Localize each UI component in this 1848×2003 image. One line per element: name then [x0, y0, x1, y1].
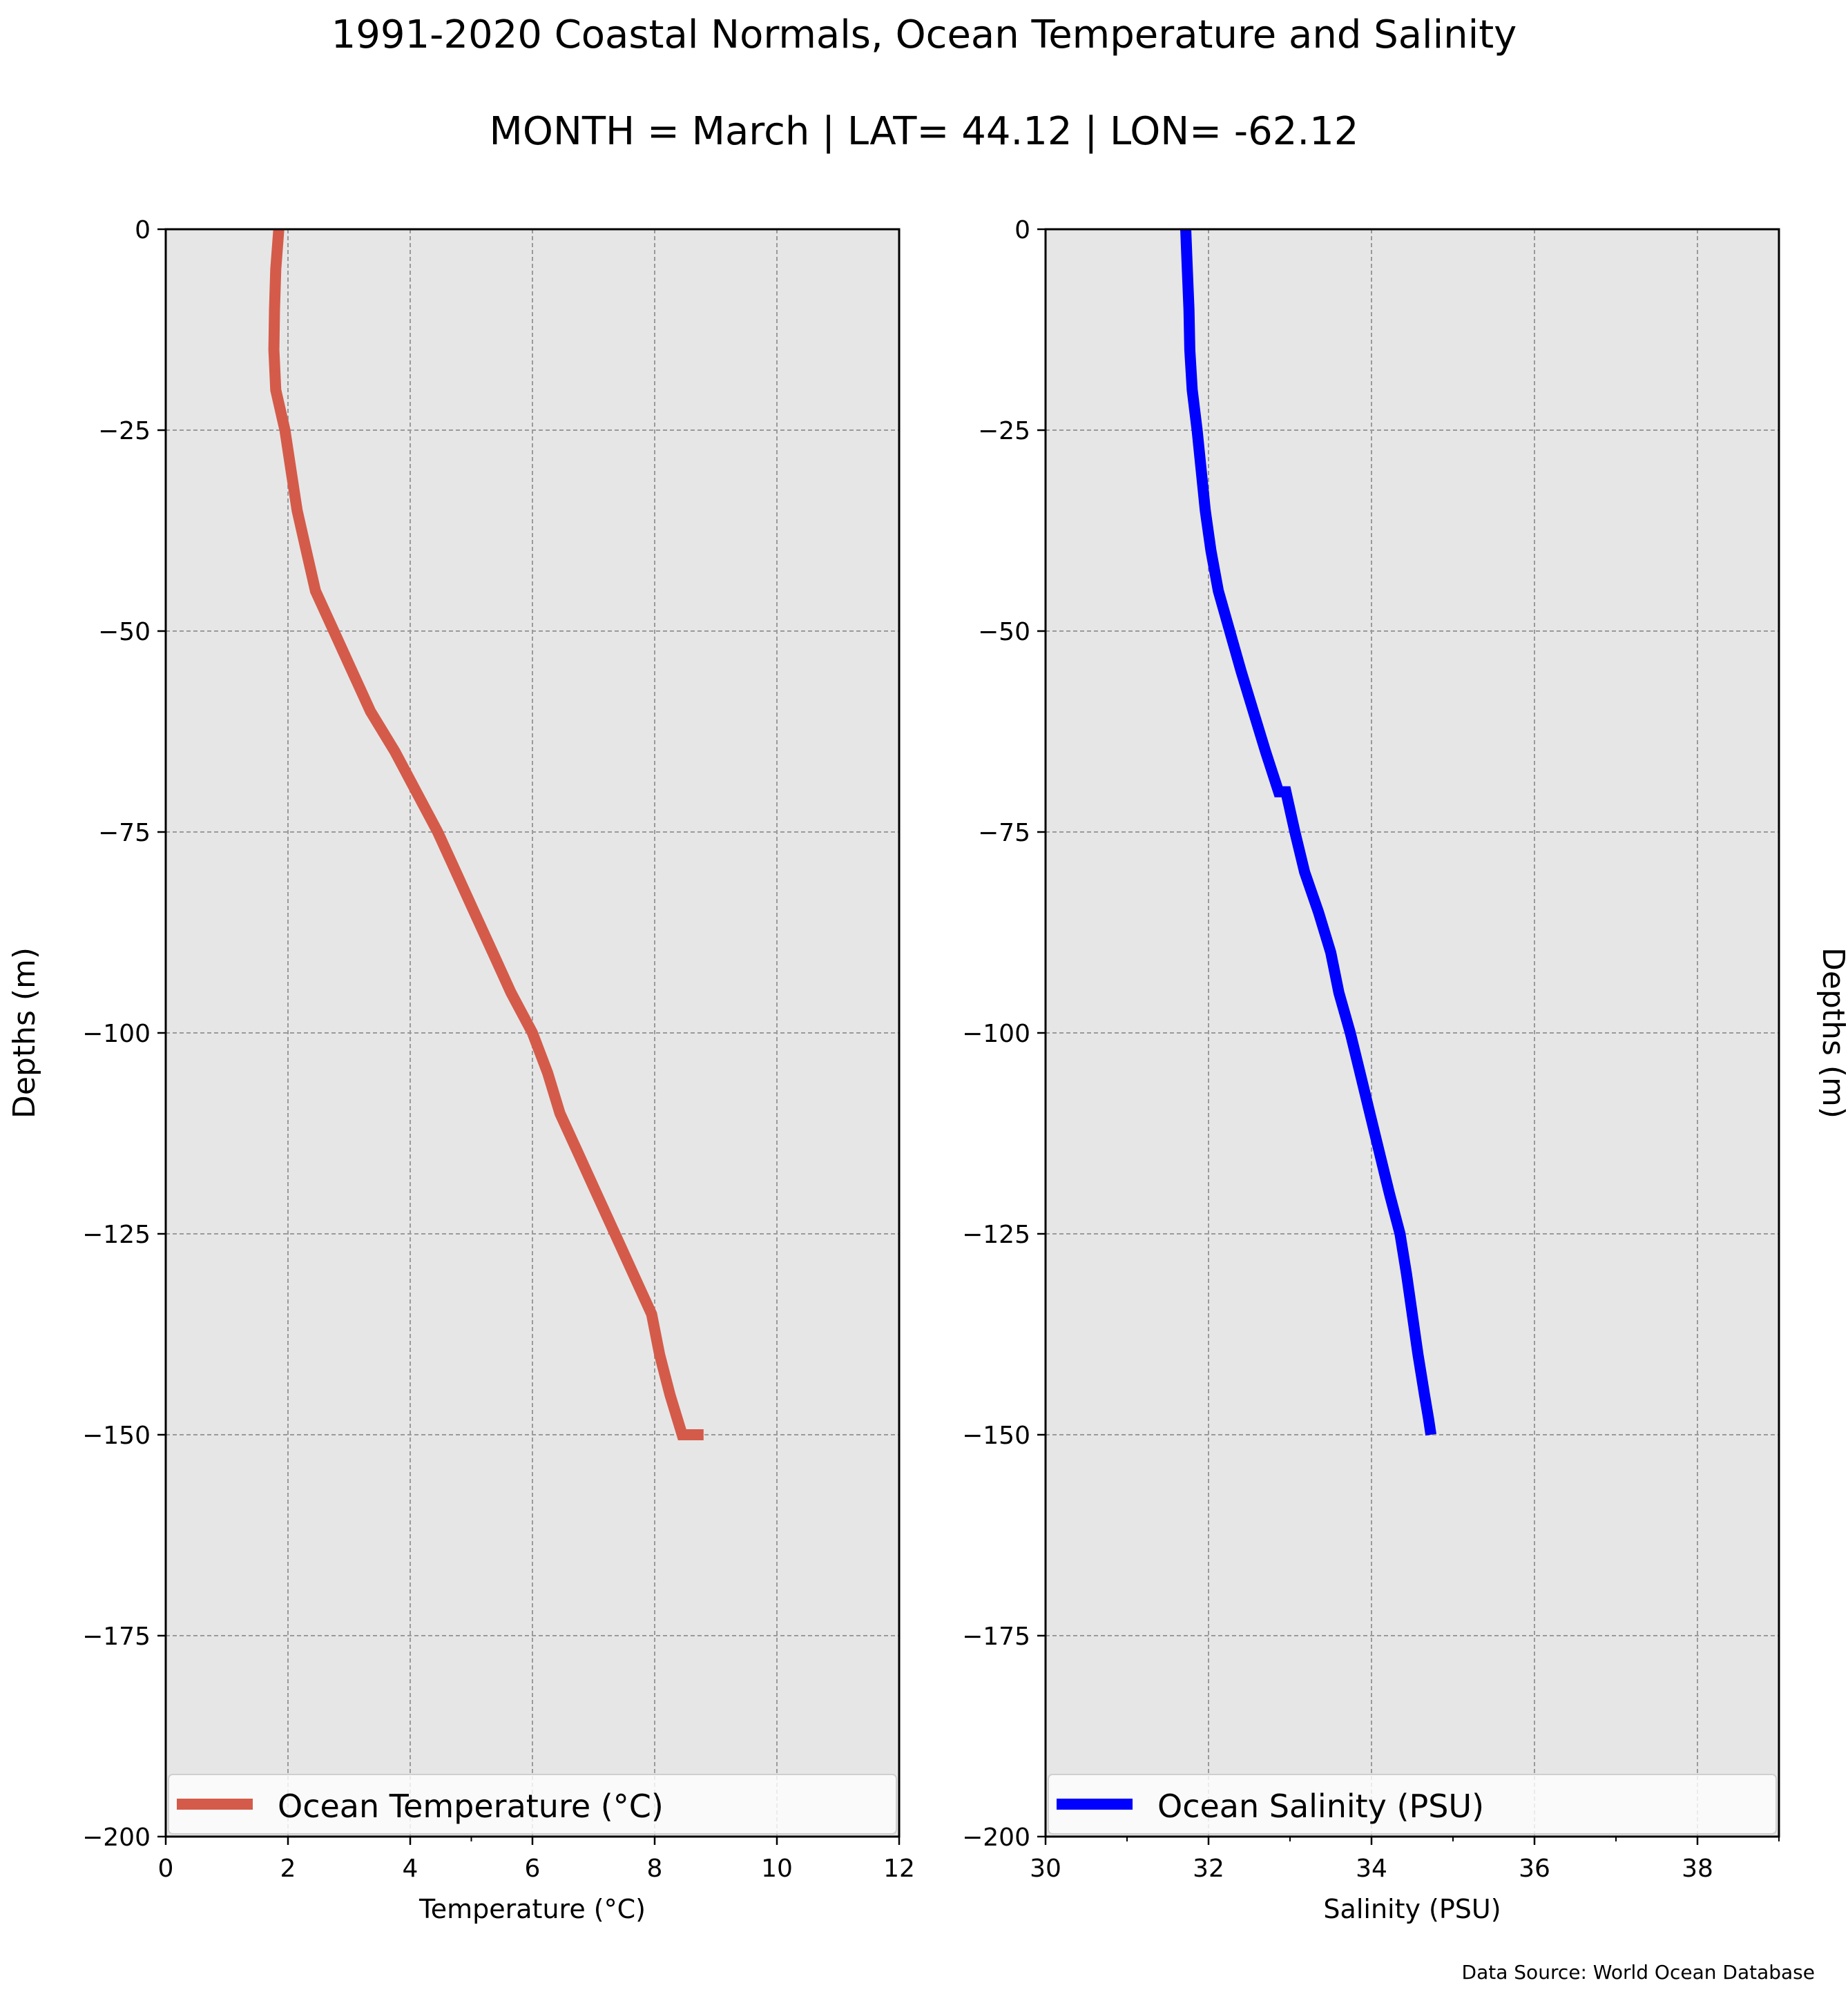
- salinity-x-tick-label: 38: [1682, 1855, 1713, 1883]
- temperature-x-tick-label: 4: [403, 1855, 418, 1883]
- chart-title: 1991-2020 Coastal Normals, Ocean Tempera…: [331, 12, 1517, 57]
- salinity-y-tick-label: −50: [978, 618, 1030, 646]
- salinity-y-tick-label: −75: [978, 819, 1030, 847]
- salinity-series-line: [1180, 229, 1437, 1436]
- salinity-x-tick-label: 30: [1030, 1855, 1061, 1883]
- temperature-legend-label: Ocean Temperature (°C): [278, 1788, 664, 1825]
- temperature-y-tick-label: −100: [82, 1020, 151, 1048]
- temperature-y-tick-label: −150: [82, 1422, 151, 1450]
- salinity-y-tick-label: −175: [962, 1623, 1030, 1651]
- temperature-x-tick-label: 2: [280, 1855, 296, 1883]
- temperature-x-axis-label: Temperature (°C): [418, 1894, 646, 1924]
- salinity-legend-box: [1048, 1774, 1777, 1835]
- salinity-y-tick-label: −150: [962, 1422, 1030, 1450]
- temperature-y-axis-label: Depths (m): [7, 947, 42, 1119]
- temperature-x-tick-label: 10: [761, 1855, 793, 1883]
- temperature-x-tick-label: 0: [158, 1855, 174, 1883]
- salinity-legend-label: Ocean Salinity (PSU): [1157, 1788, 1484, 1825]
- temperature-y-tick-label: −50: [98, 618, 151, 646]
- temperature-y-tick-label: −75: [98, 819, 151, 847]
- temperature-x-tick-label: 8: [647, 1855, 663, 1883]
- temperature-x-tick-label: 12: [883, 1855, 915, 1883]
- salinity-x-tick-label: 34: [1356, 1855, 1387, 1883]
- chart-subtitle: MONTH = March | LAT= 44.12 | LON= -62.12: [489, 109, 1359, 154]
- temperature-x-tick-label: 6: [525, 1855, 541, 1883]
- salinity-y-tick-label: −125: [962, 1221, 1030, 1249]
- temperature-y-tick-label: −25: [98, 417, 151, 445]
- salinity-legend: Ocean Salinity (PSU): [1048, 1774, 1777, 1835]
- temperature-legend-box: [168, 1774, 897, 1835]
- temperature-series-line: [268, 229, 704, 1440]
- salinity-y-tick-label: −100: [962, 1020, 1030, 1048]
- temperature-y-tick-label: −200: [82, 1823, 151, 1852]
- temperature-legend: Ocean Temperature (°C): [168, 1774, 897, 1835]
- salinity-x-tick-label: 32: [1193, 1855, 1224, 1883]
- salinity-x-tick-label: 36: [1519, 1855, 1550, 1883]
- temperature-y-tick-label: 0: [135, 216, 151, 244]
- salinity-panel: Ocean Salinity (PSU) 30 32 34 36 38 0 −25 −50 −75…: [962, 216, 1848, 1924]
- salinity-y-axis-label: Depths (m): [1816, 947, 1848, 1119]
- temperature-panel: Ocean Temperature (°C) 0 2 4 6 8 10 12 0 −25 −50 −7…: [7, 216, 915, 1924]
- temperature-y-tick-label: −125: [82, 1221, 151, 1249]
- temperature-y-tick-label: −175: [82, 1623, 151, 1651]
- data-source-note: Data Source: World Ocean Database: [1461, 1961, 1815, 1984]
- salinity-y-tick-label: −25: [978, 417, 1030, 445]
- salinity-y-tick-label: −200: [962, 1823, 1030, 1852]
- salinity-x-axis-label: Salinity (PSU): [1323, 1894, 1501, 1924]
- salinity-y-tick-label: 0: [1014, 216, 1030, 244]
